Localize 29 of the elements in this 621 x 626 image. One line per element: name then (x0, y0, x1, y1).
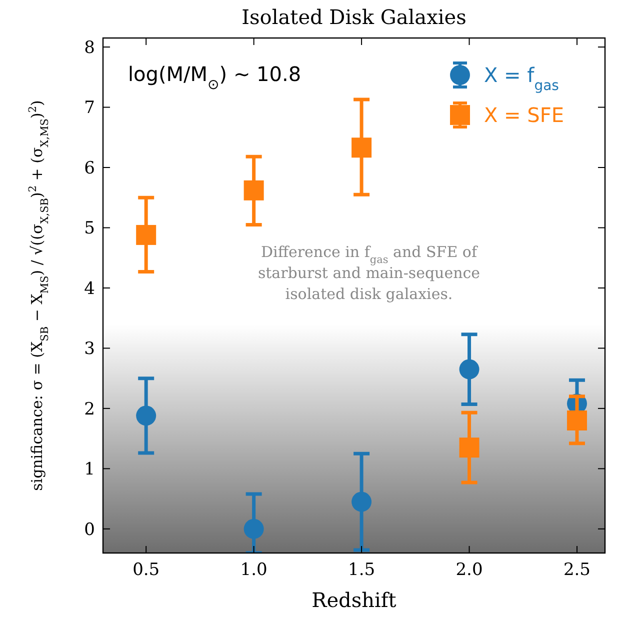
y-tick-label: 8 (84, 38, 95, 58)
annotation: Difference in f$_{gas}$ and SFE of starburst and main-sequence isolated disk galaxies. (258, 243, 480, 303)
legend-label: X = SFE (484, 103, 564, 127)
x-axis-title: Redshift (312, 588, 396, 612)
point (244, 518, 264, 539)
point (459, 438, 480, 458)
point (136, 224, 156, 245)
x-tick-label: 2.5 (563, 560, 591, 580)
x-tick-label: 1.5 (348, 560, 376, 580)
x-tick-label: 0.5 (132, 560, 160, 580)
point (352, 492, 372, 512)
y-tick-label: 4 (84, 278, 95, 299)
annotation: log(M/M$_{⊙}$) ∼ 10.8 (128, 62, 302, 93)
y-tick-label: 2 (84, 399, 95, 420)
point (136, 406, 156, 426)
point (459, 359, 480, 380)
chart-title: Isolated Disk Galaxies (242, 5, 466, 29)
x-tick-label: 1.0 (240, 560, 268, 580)
y-tick-label: 6 (84, 158, 95, 178)
y-tick-label: 3 (84, 339, 95, 360)
x-tick-label: 2.0 (456, 560, 483, 580)
point (566, 410, 587, 430)
y-tick-label: 5 (84, 218, 95, 239)
legend-label: X = f$_{gas}$ (484, 63, 559, 94)
point (244, 180, 264, 200)
y-tick-label: 1 (84, 460, 95, 480)
y-tick-label: 7 (84, 98, 95, 118)
y-tick-label: 0 (84, 520, 95, 540)
point (352, 138, 372, 158)
